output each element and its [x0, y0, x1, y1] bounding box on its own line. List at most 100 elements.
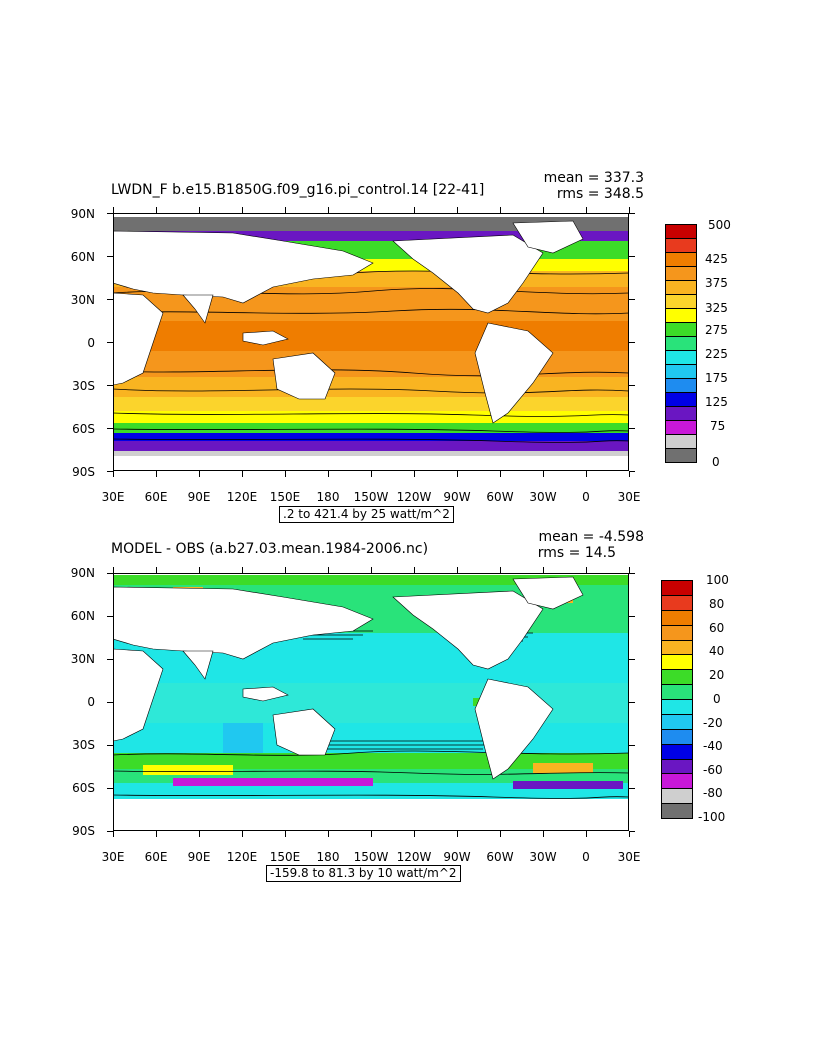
- axis-tick: [113, 567, 114, 573]
- colorbar-swatch: [661, 580, 693, 596]
- colorbar-swatch: [661, 594, 693, 611]
- top-lat-label: 30N: [70, 293, 95, 307]
- axis-tick: [629, 428, 635, 429]
- axis-tick: [371, 207, 372, 213]
- bottom-lon-label: 60W: [486, 850, 514, 864]
- bottom-colorbar-label: 40: [709, 644, 725, 658]
- equatorial-dark-orange-band: [113, 321, 629, 351]
- axis-tick: [199, 831, 200, 837]
- bottom-lat-label: 90N: [70, 566, 95, 580]
- axis-tick: [629, 342, 635, 343]
- axis-tick: [113, 471, 114, 477]
- colorbar-swatch: [661, 758, 693, 775]
- bottom-lon-label: 0: [582, 850, 590, 864]
- top-colorbar-label: 125: [705, 395, 728, 409]
- axis-tick: [371, 567, 372, 573]
- axis-tick: [107, 831, 113, 832]
- bottom-lon-label: 150E: [269, 850, 301, 864]
- top-lon-label: 30E: [101, 490, 125, 504]
- bottom-colorbar-label: 20: [709, 668, 725, 682]
- bottom-lon-label: 90W: [443, 850, 471, 864]
- colorbar-swatch: [665, 448, 697, 463]
- top-lon-label: 120W: [396, 490, 432, 504]
- axis-tick: [199, 207, 200, 213]
- southern-cyan-band: [113, 783, 629, 799]
- axis-tick: [414, 831, 415, 837]
- top-lat-label: 90S: [72, 465, 95, 479]
- axis-tick: [457, 567, 458, 573]
- axis-tick: [107, 573, 113, 574]
- axis-tick: [285, 471, 286, 477]
- south-green-band: [113, 423, 629, 433]
- axis-tick: [371, 471, 372, 477]
- axis-tick: [242, 567, 243, 573]
- axis-tick: [457, 207, 458, 213]
- bottom-lon-label: 120E: [226, 850, 258, 864]
- axis-tick: [457, 831, 458, 837]
- colorbar-swatch: [661, 803, 693, 819]
- axis-tick: [629, 616, 635, 617]
- colorbar-swatch: [665, 252, 697, 267]
- bottom-colorbar-label: -40: [703, 739, 723, 753]
- colorbar-swatch: [665, 434, 697, 449]
- top-colorbar-label: 225: [705, 347, 728, 361]
- top-map-title: LWDN_F b.e15.B1850G.f09_g16.pi_control.1…: [111, 182, 485, 198]
- axis-tick: [107, 213, 113, 214]
- axis-tick: [107, 342, 113, 343]
- axis-tick: [156, 567, 157, 573]
- axis-tick: [629, 745, 635, 746]
- bottom-lon-label: 60E: [144, 850, 168, 864]
- axis-tick: [107, 659, 113, 660]
- axis-tick: [586, 471, 587, 477]
- bottom-lat-label: 30N: [70, 652, 95, 666]
- top-lat-label: 60N: [70, 250, 95, 264]
- colorbar-swatch: [665, 322, 697, 337]
- top-lon-label: 0: [582, 490, 590, 504]
- colorbar-swatch: [665, 280, 697, 295]
- axis-tick: [107, 616, 113, 617]
- top-rms-text: rms = 348.5: [556, 186, 644, 202]
- top-colorbar: [665, 224, 697, 463]
- top-lon-label: 30W: [529, 490, 557, 504]
- colorbar-swatch: [661, 624, 693, 641]
- colorbar-swatch: [661, 684, 693, 700]
- bottom-contour-range-box: -159.8 to 81.3 by 10 watt/m^2: [266, 865, 461, 882]
- axis-tick: [586, 207, 587, 213]
- colorbar-swatch: [665, 406, 697, 421]
- bottom-colorbar-label: -80: [703, 786, 723, 800]
- bottom-lat-label: 90S: [72, 824, 95, 838]
- axis-tick: [371, 831, 372, 837]
- bottom-land-masses: [113, 576, 629, 831]
- axis-tick: [629, 207, 630, 213]
- axis-tick: [285, 831, 286, 837]
- top-lon-label: 90W: [443, 490, 471, 504]
- colorbar-swatch: [661, 654, 693, 671]
- southern-blue-band: [113, 433, 629, 441]
- axis-tick: [328, 567, 329, 573]
- top-lon-label: 90E: [187, 490, 211, 504]
- top-contour-range-box: .2 to 421.4 by 25 watt/m^2: [279, 506, 454, 523]
- bottom-map-title: MODEL - OBS (a.b27.03.mean.1984-2006.nc): [111, 541, 429, 557]
- axis-tick: [113, 207, 114, 213]
- bottom-mean-text: mean = -4.598: [538, 529, 644, 545]
- colorbar-swatch: [665, 238, 697, 253]
- top-colorbar-label: 425: [705, 252, 728, 266]
- axis-tick: [328, 831, 329, 837]
- axis-tick: [543, 471, 544, 477]
- colorbar-swatch: [661, 788, 693, 805]
- top-colorbar-label: 375: [705, 276, 728, 290]
- colorbar-swatch: [661, 639, 693, 656]
- colorbar-swatch: [661, 728, 693, 745]
- bottom-lat-label: 60S: [72, 781, 95, 795]
- bottom-lon-label: 90E: [187, 850, 211, 864]
- axis-tick: [242, 831, 243, 837]
- top-lon-label: 180: [316, 490, 340, 504]
- axis-tick: [543, 567, 544, 573]
- bottom-lat-label: 60N: [70, 609, 95, 623]
- bottom-colorbar-label: -60: [703, 763, 723, 777]
- axis-tick: [629, 256, 635, 257]
- axis-tick: [107, 385, 113, 386]
- bottom-colorbar: [661, 580, 693, 819]
- colorbar-swatch: [665, 224, 697, 239]
- top-colorbar-label: 75: [710, 419, 726, 433]
